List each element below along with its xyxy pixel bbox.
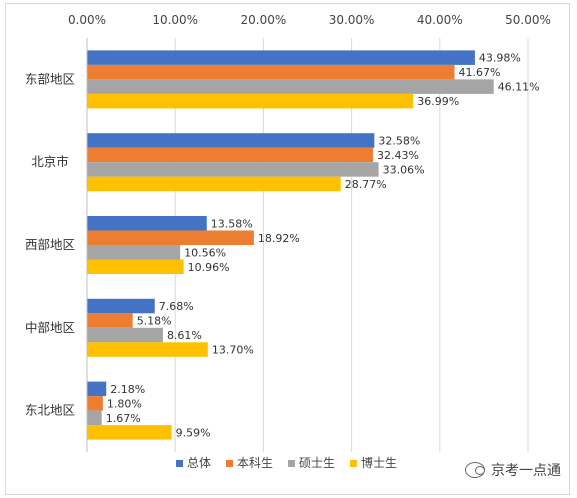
bar bbox=[87, 313, 133, 328]
data-label: 5.18% bbox=[137, 315, 172, 328]
x-tick-label: 50.00% bbox=[505, 13, 551, 27]
legend-swatch bbox=[350, 460, 357, 467]
bar bbox=[87, 410, 102, 426]
x-tick-label: 10.00% bbox=[152, 13, 198, 27]
data-label: 10.56% bbox=[184, 246, 226, 259]
watermark-text: 京考一点通 bbox=[491, 463, 561, 479]
data-label: 9.59% bbox=[176, 426, 211, 439]
data-label: 10.96% bbox=[188, 261, 230, 274]
bar bbox=[87, 342, 208, 357]
data-label: 41.67% bbox=[459, 66, 501, 79]
bar bbox=[87, 176, 341, 192]
legend-label: 总体 bbox=[187, 456, 211, 470]
bar bbox=[87, 50, 475, 65]
legend-swatch bbox=[176, 460, 183, 467]
data-label: 36.99% bbox=[417, 95, 459, 108]
bar bbox=[87, 93, 414, 109]
watermark: 京考一点通 bbox=[465, 460, 561, 480]
bar bbox=[87, 64, 455, 80]
data-label: 46.11% bbox=[498, 81, 540, 94]
bar bbox=[87, 79, 494, 94]
bar bbox=[87, 425, 172, 440]
data-label: 33.06% bbox=[383, 163, 425, 176]
data-label: 1.67% bbox=[106, 412, 141, 425]
data-label: 18.92% bbox=[258, 232, 300, 245]
category-label: 北京市 bbox=[31, 154, 69, 169]
data-label: 32.43% bbox=[377, 149, 419, 162]
bar bbox=[87, 396, 103, 411]
bar bbox=[87, 162, 379, 177]
bar bbox=[87, 245, 181, 260]
bar bbox=[87, 327, 163, 343]
data-label: 43.98% bbox=[479, 52, 521, 65]
data-label: 8.61% bbox=[167, 329, 202, 342]
bar bbox=[87, 216, 207, 231]
x-tick-label: 30.00% bbox=[329, 13, 375, 27]
data-label: 28.77% bbox=[345, 178, 387, 191]
legend-label: 博士生 bbox=[361, 455, 397, 470]
bar bbox=[87, 298, 155, 314]
data-label: 1.80% bbox=[107, 397, 142, 410]
bar bbox=[87, 259, 184, 274]
x-tick-label: 40.00% bbox=[417, 13, 463, 27]
data-label: 13.58% bbox=[211, 217, 253, 230]
legend-swatch bbox=[288, 460, 295, 467]
wechat-icon bbox=[465, 462, 485, 478]
bar bbox=[87, 147, 374, 163]
bar bbox=[87, 230, 254, 245]
data-label: 13.70% bbox=[212, 344, 254, 357]
category-label: 西部地区 bbox=[25, 237, 75, 252]
category-label: 东北地区 bbox=[25, 403, 75, 418]
data-label: 32.58% bbox=[378, 134, 420, 147]
data-label: 2.18% bbox=[110, 383, 145, 396]
legend-swatch bbox=[226, 460, 233, 467]
bar bbox=[87, 381, 107, 397]
category-label: 中部地区 bbox=[25, 320, 75, 335]
x-tick-label: 0.00% bbox=[68, 13, 106, 27]
bar bbox=[87, 133, 375, 148]
x-tick-label: 20.00% bbox=[241, 13, 287, 27]
category-label: 东部地区 bbox=[25, 71, 75, 86]
legend-label: 本科生 bbox=[237, 456, 273, 470]
data-label: 7.68% bbox=[159, 300, 194, 313]
legend-label: 硕士生 bbox=[299, 456, 335, 470]
